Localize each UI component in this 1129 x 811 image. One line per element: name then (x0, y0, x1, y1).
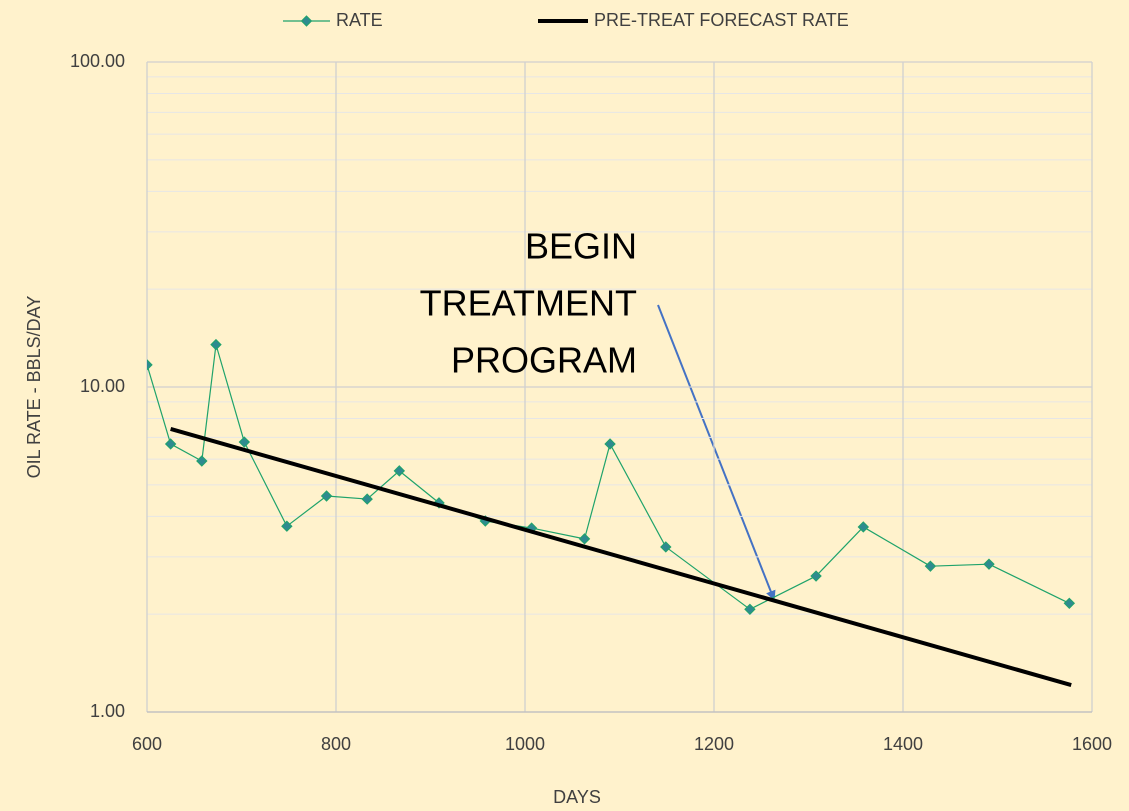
data-point (196, 455, 208, 467)
data-point (604, 438, 616, 450)
x-tick-label: 800 (321, 734, 351, 754)
y-tick-label: 10.00 (80, 376, 125, 396)
annotation-text: PROGRAM (451, 340, 637, 381)
annotation-text: BEGIN (525, 226, 637, 267)
data-point (320, 490, 333, 502)
x-axis-title: DAYS (553, 787, 601, 807)
data-point (238, 436, 251, 448)
x-tick-label: 1400 (883, 734, 923, 754)
data-point (857, 521, 870, 533)
data-point (810, 570, 822, 582)
y-tick-label: 100.00 (70, 51, 125, 71)
legend-label: PRE-TREAT FORECAST RATE (594, 10, 849, 30)
data-point (1063, 597, 1076, 610)
y-tick-label: 1.00 (90, 701, 125, 721)
x-tick-label: 1000 (505, 734, 545, 754)
data-point (744, 603, 756, 616)
series-line (170, 427, 1072, 688)
data-point (147, 359, 153, 371)
x-tick-label: 1200 (694, 734, 734, 754)
data-point (210, 338, 222, 351)
data-point (578, 533, 591, 545)
data-point (281, 520, 293, 532)
annotation-arrow (657, 304, 776, 601)
data-point (924, 560, 937, 572)
data-point (393, 465, 406, 477)
plot-area (147, 338, 1076, 688)
data-point (983, 558, 995, 570)
y-axis-title: OIL RATE - BBLS/DAY (24, 296, 44, 479)
annotation-text: TREATMENT (420, 283, 637, 324)
x-tick-label: 1600 (1072, 734, 1112, 754)
data-point (361, 493, 373, 505)
data-point (164, 438, 177, 450)
x-tick-label: 600 (132, 734, 162, 754)
legend-label: RATE (336, 10, 383, 30)
legend-marker (300, 15, 313, 27)
data-point (660, 541, 672, 553)
